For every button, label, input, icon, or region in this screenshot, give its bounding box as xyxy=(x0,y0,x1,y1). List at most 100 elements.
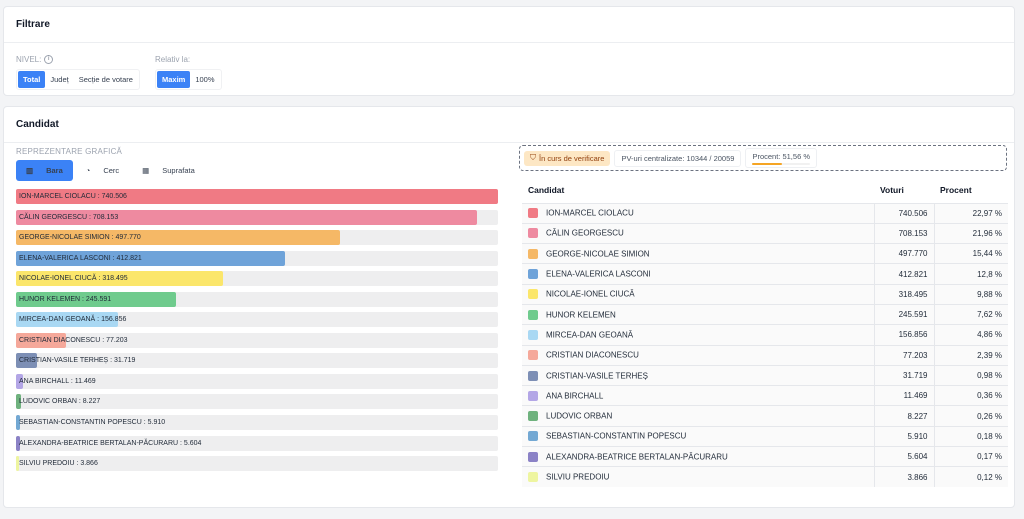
table-row[interactable]: SILVIU PREDOIU 3.866 0,12 % xyxy=(522,466,1008,488)
candidate-name: SILVIU PREDOIU xyxy=(546,472,610,482)
bar-row: ANA BIRCHALL : 11.469 xyxy=(16,373,498,389)
cell-voturi: 77.203 xyxy=(873,344,934,366)
pv-label: PV-uri centralizate: 10344 / 20059 xyxy=(621,153,735,163)
cell-voturi: 740.506 xyxy=(873,202,934,224)
color-swatch xyxy=(528,350,538,361)
table-row[interactable]: NICOLAE-IONEL CIUCĂ 318.495 9,88 % xyxy=(522,283,1008,305)
header-procent[interactable]: Procent xyxy=(940,184,972,195)
bar-row: SILVIU PREDOIU : 3.866 xyxy=(16,456,498,472)
chart-pane: REPREZENTARE GRAFICĂ ▥ Bara ◔ Cerc ▦ Suprafat… xyxy=(16,145,500,477)
table-row[interactable]: ANA BIRCHALL 11.469 0,36 % xyxy=(522,385,1008,406)
bar xyxy=(16,332,67,348)
results-table: Candidat Voturi Procent ION-MARCEL CIOLA… xyxy=(522,177,1008,488)
bar xyxy=(16,291,176,307)
status-box: ⛉ În curs de verificare PV-uri centraliz… xyxy=(519,145,1007,171)
table-row[interactable]: CĂLIN GEORGESCU 708.153 21,96 % xyxy=(522,222,1008,244)
bar-label: ANA BIRCHALL : 11.469 xyxy=(19,377,96,385)
cell-procent: 12,8 % xyxy=(933,263,1008,285)
cell-candidat: LUDOVIC ORBAN xyxy=(522,405,874,427)
cell-candidat: CRISTIAN-VASILE TERHEȘ xyxy=(522,364,874,386)
color-swatch xyxy=(528,431,538,442)
bar xyxy=(16,415,20,431)
cell-candidat: ALEXANDRA-BEATRICE BERTALAN-PĂCURARU xyxy=(522,446,874,467)
relativ-option-1[interactable]: 100% xyxy=(195,75,215,84)
bar xyxy=(16,209,477,225)
candidate-name: SEBASTIAN-CONSTANTIN POPESCU xyxy=(546,431,687,441)
cell-procent: 9,88 % xyxy=(933,283,1008,305)
candidate-name: ANA BIRCHALL xyxy=(546,391,604,401)
cell-candidat: MIRCEA-DAN GEOANĂ xyxy=(522,324,874,346)
table-row[interactable]: GEORGE-NICOLAE SIMION 497.770 15,44 % xyxy=(522,243,1008,264)
bar-row: CĂLIN GEORGESCU : 708.153 xyxy=(16,209,498,225)
table-row[interactable]: MIRCEA-DAN GEOANĂ 156.856 4,86 % xyxy=(522,324,1008,346)
nivel-option-1[interactable]: Județ xyxy=(50,75,69,84)
table-row[interactable]: HUNOR KELEMEN 245.591 7,62 % xyxy=(522,303,1008,325)
table-row[interactable]: CRISTIAN-VASILE TERHEȘ 31.719 0,98 % xyxy=(522,364,1008,386)
info-icon[interactable]: i xyxy=(44,55,54,64)
candidate-name: ELENA-VALERICA LASCONI xyxy=(546,269,651,279)
table-row[interactable]: ION-MARCEL CIOLACU 740.506 22,97 % xyxy=(522,202,1008,224)
cell-candidat: ION-MARCEL CIOLACU xyxy=(522,202,874,224)
cell-procent: 4,86 % xyxy=(933,324,1008,346)
cell-procent: 2,39 % xyxy=(933,344,1008,366)
bar xyxy=(16,230,340,246)
bar xyxy=(16,189,498,204)
bar-label: SILVIU PREDOIU : 3.866 xyxy=(19,460,98,468)
chart-tab-0[interactable]: ▥ Bara xyxy=(16,160,73,181)
chart-tab-1[interactable]: ◔ Cerc xyxy=(76,160,129,181)
cell-voturi: 318.495 xyxy=(873,283,934,305)
bar-row: SEBASTIAN-CONSTANTIN POPESCU : 5.910 xyxy=(16,415,498,431)
area-chart-icon: ▦ xyxy=(142,165,150,175)
table-row[interactable]: ALEXANDRA-BEATRICE BERTALAN-PĂCURARU 5.60… xyxy=(522,446,1008,467)
table-row[interactable]: SEBASTIAN-CONSTANTIN POPESCU 5.910 0,18 % xyxy=(522,425,1008,447)
bar-row: MIRCEA-DAN GEOANĂ : 156.856 xyxy=(16,312,498,328)
cell-procent: 0,26 % xyxy=(933,405,1008,427)
relativ-option-0[interactable]: Maxim xyxy=(157,71,191,88)
candidate-name: LUDOVIC ORBAN xyxy=(546,411,613,421)
cell-candidat: CRISTIAN DIACONESCU xyxy=(522,344,874,366)
bar-row: HUNOR KELEMEN : 245.591 xyxy=(16,291,498,307)
candidate-name: CRISTIAN DIACONESCU xyxy=(546,350,639,360)
cell-candidat: ELENA-VALERICA LASCONI xyxy=(522,263,874,285)
relativ-label: Relativ la: xyxy=(155,55,191,64)
pie-chart-icon: ◔ xyxy=(85,165,91,175)
cell-voturi: 245.591 xyxy=(873,303,934,325)
cell-voturi: 497.770 xyxy=(873,243,934,264)
nivel-option-0[interactable]: Total xyxy=(18,71,46,88)
color-swatch xyxy=(528,390,538,401)
cell-candidat: SEBASTIAN-CONSTANTIN POPESCU xyxy=(522,425,874,447)
bar-label: HUNOR KELEMEN : 245.591 xyxy=(19,295,112,303)
pv-chip: PV-uri centralizate: 10344 / 20059 xyxy=(614,149,742,167)
bar-label: CRISTIAN-VASILE TERHEȘ : 31.719 xyxy=(19,357,136,365)
candidate-name: GEORGE-NICOLAE SIMION xyxy=(546,249,650,259)
color-swatch xyxy=(528,309,538,320)
bar-row: ELENA-VALERICA LASCONI : 412.821 xyxy=(16,250,498,266)
cell-procent: 15,44 % xyxy=(933,243,1008,264)
nivel-option-2[interactable]: Secție de votare xyxy=(78,75,133,84)
bar xyxy=(16,250,285,266)
candidate-name: CRISTIAN-VASILE TERHEȘ xyxy=(546,371,648,381)
cell-voturi: 8.227 xyxy=(873,405,934,427)
header-candidat[interactable]: Candidat xyxy=(528,184,565,195)
header-voturi[interactable]: Voturi xyxy=(880,184,904,195)
color-swatch xyxy=(528,472,538,483)
table-row[interactable]: LUDOVIC ORBAN 8.227 0,26 % xyxy=(522,405,1008,427)
table-header-row: Candidat Voturi Procent xyxy=(522,177,1008,203)
table-row[interactable]: ELENA-VALERICA LASCONI 412.821 12,8 % xyxy=(522,263,1008,285)
bar xyxy=(16,353,37,369)
cell-candidat: SILVIU PREDOIU xyxy=(522,466,874,488)
cell-voturi: 708.153 xyxy=(873,222,934,244)
color-swatch xyxy=(528,269,538,280)
cell-procent: 0,18 % xyxy=(933,425,1008,447)
chart-tab-label: Cerc xyxy=(103,166,120,175)
bar-chart-icon: ▥ xyxy=(26,165,34,175)
bar-label: ELENA-VALERICA LASCONI : 412.821 xyxy=(19,254,142,262)
relativ-segmented: Maxim 100% xyxy=(155,69,222,90)
procent-label: Procent: 51,56 % xyxy=(752,152,810,161)
chart-tab-2[interactable]: ▦ Suprafata xyxy=(132,160,205,181)
table-row[interactable]: CRISTIAN DIACONESCU 77.203 2,39 % xyxy=(522,344,1008,366)
cell-procent: 21,96 % xyxy=(933,222,1008,244)
bar xyxy=(16,435,20,451)
bar-row: CRISTIAN-VASILE TERHEȘ : 31.719 xyxy=(16,353,498,369)
nivel-group: NIVEL: i Total Județ Secție de votare xyxy=(16,55,140,90)
